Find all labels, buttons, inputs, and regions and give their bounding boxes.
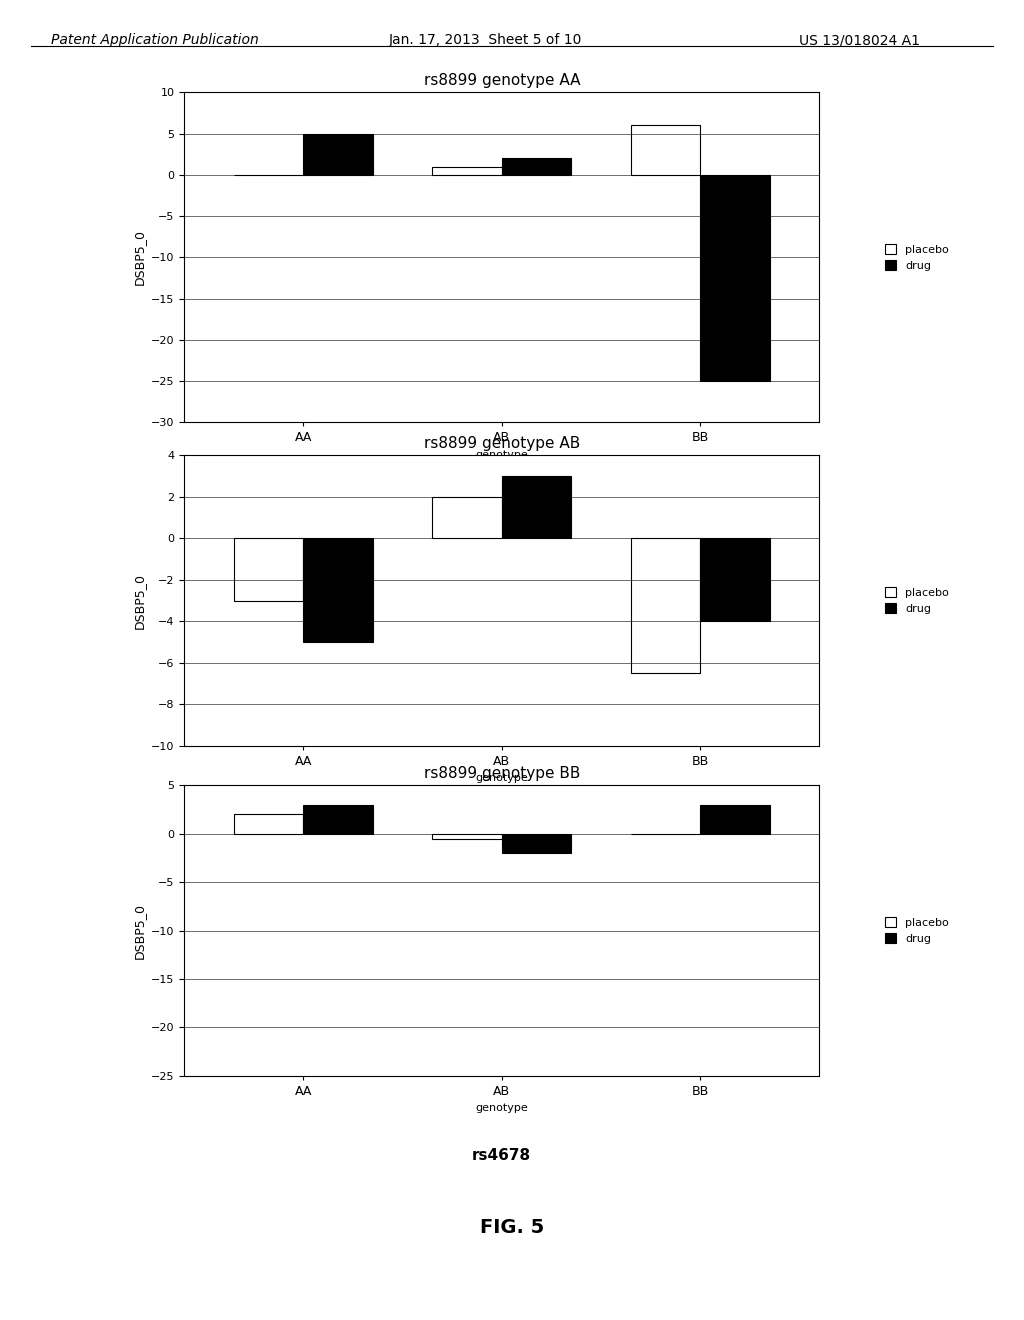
Text: US 13/018024 A1: US 13/018024 A1: [799, 33, 920, 48]
Bar: [700, 805, 770, 834]
Bar: [303, 539, 373, 642]
Bar: [432, 834, 502, 838]
Bar: [700, 174, 770, 381]
Bar: [233, 814, 303, 834]
Bar: [233, 539, 303, 601]
Text: Jan. 17, 2013  Sheet 5 of 10: Jan. 17, 2013 Sheet 5 of 10: [389, 33, 583, 48]
Bar: [502, 834, 571, 853]
Title: rs8899 genotype AB: rs8899 genotype AB: [424, 437, 580, 451]
Text: rs4678: rs4678: [472, 1148, 531, 1163]
Y-axis label: DSBP5_0: DSBP5_0: [133, 573, 145, 628]
Text: Patent Application Publication: Patent Application Publication: [51, 33, 259, 48]
Text: rs4678: rs4678: [472, 818, 531, 833]
X-axis label: genotype: genotype: [475, 450, 528, 459]
Bar: [432, 496, 502, 539]
Legend: placebo, drug: placebo, drug: [881, 239, 953, 276]
Y-axis label: DSBP5_0: DSBP5_0: [132, 903, 145, 958]
Text: FIG. 5: FIG. 5: [480, 1218, 544, 1237]
Legend: placebo, drug: placebo, drug: [881, 582, 953, 619]
Bar: [502, 477, 571, 539]
Bar: [502, 158, 571, 174]
Bar: [631, 125, 700, 174]
Title: rs8899 genotype AA: rs8899 genotype AA: [424, 74, 580, 88]
Text: rs4678: rs4678: [472, 504, 531, 520]
X-axis label: genotype: genotype: [475, 774, 528, 783]
Bar: [432, 166, 502, 174]
Bar: [303, 133, 373, 174]
Legend: placebo, drug: placebo, drug: [881, 912, 953, 949]
Bar: [700, 539, 770, 622]
Y-axis label: DSBP5_0: DSBP5_0: [132, 230, 145, 285]
Bar: [303, 805, 373, 834]
Bar: [631, 539, 700, 673]
X-axis label: genotype: genotype: [475, 1104, 528, 1113]
Title: rs8899 genotype BB: rs8899 genotype BB: [424, 767, 580, 781]
